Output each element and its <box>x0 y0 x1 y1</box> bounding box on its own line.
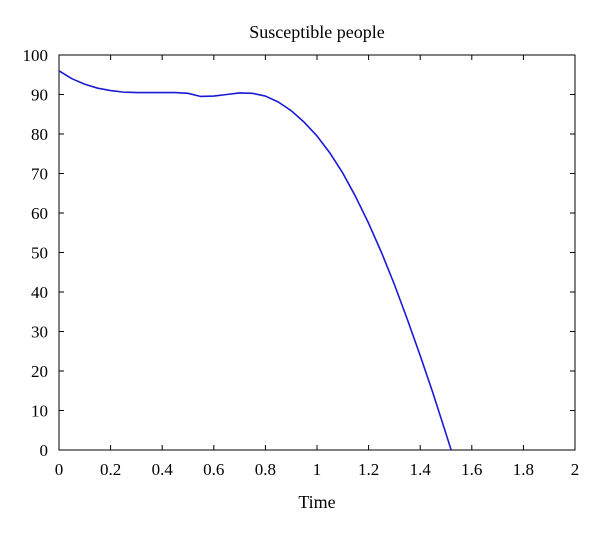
y-tick-label: 100 <box>23 46 49 65</box>
y-tick-label: 10 <box>31 402 48 421</box>
y-tick-label: 80 <box>31 125 48 144</box>
x-tick-label: 1 <box>313 460 322 479</box>
x-tick-label: 0.8 <box>255 460 276 479</box>
y-tick-label: 40 <box>31 283 48 302</box>
y-tick-label: 90 <box>31 86 48 105</box>
y-tick-label: 30 <box>31 323 48 342</box>
chart-title: Susceptible people <box>249 22 384 42</box>
x-tick-label: 0.2 <box>100 460 121 479</box>
y-tick-label: 20 <box>31 362 48 381</box>
x-axis-label: Time <box>298 492 335 512</box>
x-tick-label: 2 <box>571 460 580 479</box>
x-tick-label: 1.6 <box>461 460 482 479</box>
x-tick-label: 0.4 <box>152 460 174 479</box>
x-tick-label: 1.8 <box>513 460 534 479</box>
x-tick-label: 1.2 <box>358 460 379 479</box>
y-tick-label: 0 <box>40 441 49 460</box>
x-tick-label: 1.4 <box>410 460 432 479</box>
y-tick-label: 70 <box>31 165 48 184</box>
plot-area: 0 0.2 0.4 0.6 0.8 1 1.2 1.4 1.6 1.8 20102030405060… <box>23 46 580 479</box>
x-tick-label: 0 <box>55 460 64 479</box>
y-tick-label: 60 <box>31 204 48 223</box>
x-tick-label: 0.6 <box>203 460 224 479</box>
series-line <box>58 70 452 451</box>
y-tick-label: 50 <box>31 244 48 263</box>
plot-frame <box>58 54 576 451</box>
